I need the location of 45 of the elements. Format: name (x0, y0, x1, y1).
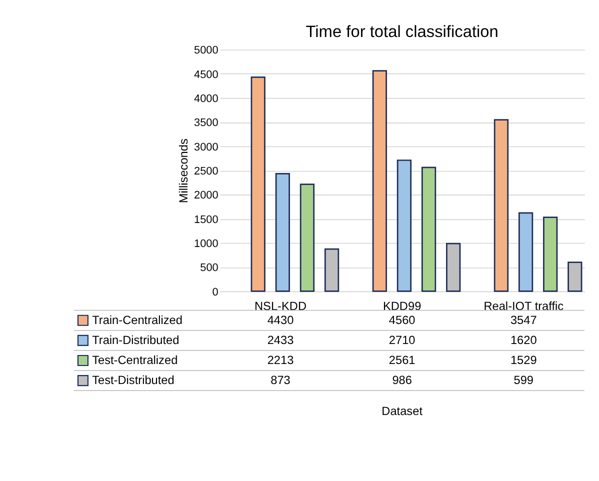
y-tick-label: 3500 (194, 117, 218, 130)
legend-label: Train-Centralized (92, 313, 182, 328)
data-label: 2213 (267, 353, 294, 368)
legend-label: Train-Distributed (92, 333, 180, 348)
y-tick-label: 2500 (194, 166, 218, 178)
data-label: 986 (392, 373, 412, 388)
y-tick-label: 2000 (194, 190, 218, 202)
bar (250, 76, 266, 292)
bar (324, 248, 340, 292)
legend-label: Test-Distributed (92, 373, 174, 388)
y-tick-label: 4000 (194, 93, 218, 106)
bar (300, 184, 315, 292)
data-label: 3547 (510, 313, 537, 328)
x-tick-label: NSL-KDD (254, 298, 307, 313)
legend-label: Test-Centralized (92, 353, 178, 368)
data-label: 1529 (510, 353, 538, 368)
bar (372, 70, 387, 292)
y-axis-title: Milliseconds (176, 138, 191, 204)
bar (494, 119, 509, 292)
y-tick-label: 5000 (194, 44, 218, 57)
data-label: 2433 (267, 333, 294, 348)
data-label: 4560 (388, 313, 416, 328)
x-tick-label: Real-IOT traffic (484, 298, 564, 313)
data-label: 4430 (267, 313, 294, 328)
bar (396, 160, 412, 292)
bar (543, 216, 558, 292)
y-tick-label: 3000 (194, 141, 218, 154)
bar (518, 212, 534, 292)
data-label: 599 (514, 373, 534, 388)
chart-title: Time for total classification (306, 22, 498, 41)
bar (568, 262, 582, 292)
data-label: 2561 (388, 353, 416, 368)
y-tick-label: 0 (212, 286, 218, 298)
data-label: 1620 (510, 333, 538, 348)
y-tick-label: 500 (200, 262, 218, 274)
bar (421, 166, 436, 292)
data-label: 2710 (388, 333, 416, 348)
data-label: 873 (270, 373, 291, 388)
y-tick-label: 1000 (194, 238, 218, 250)
y-tick-label: 4500 (194, 68, 218, 81)
text: Dataset (382, 404, 424, 418)
x-tick-label: KDD99 (382, 298, 422, 313)
bar (275, 172, 290, 292)
y-tick-label: 1500 (194, 214, 218, 226)
bar (446, 242, 461, 292)
